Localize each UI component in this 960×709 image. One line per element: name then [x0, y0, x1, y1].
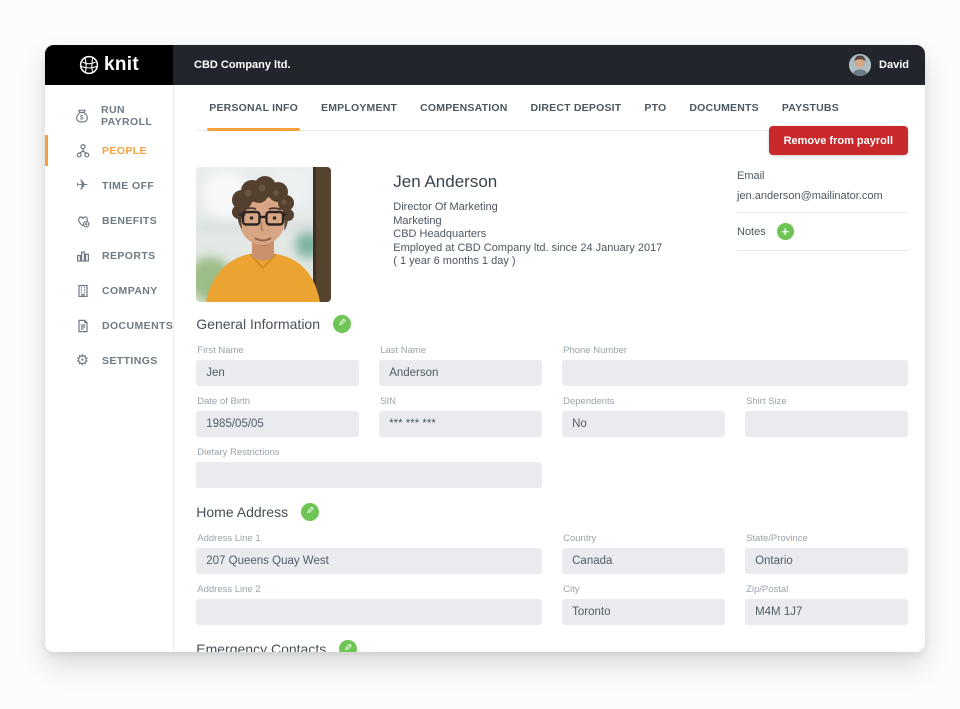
- airplane-icon: ✈: [76, 177, 89, 194]
- heart-plus-icon: [74, 212, 91, 229]
- field-country: Country Canada: [562, 533, 726, 574]
- bar-chart-icon: [74, 247, 91, 264]
- sidebar-item-label: BENEFITS: [102, 214, 158, 227]
- dietary-restrictions-input[interactable]: [196, 462, 543, 488]
- field-dietary-restrictions: Dietary Restrictions: [196, 447, 543, 488]
- edit-home-address-icon[interactable]: [301, 503, 320, 521]
- tab-documents[interactable]: DOCUMENTS: [689, 101, 759, 114]
- logo-wordmark: knit: [104, 54, 139, 75]
- sidebar-item-company[interactable]: COMPANY: [45, 273, 173, 308]
- employee-job-title: Director Of Marketing: [393, 201, 498, 213]
- knit-logo-icon: [79, 55, 99, 75]
- field-date-of-birth: Date of Birth 1985/05/05: [196, 396, 360, 437]
- zip-postal-input[interactable]: M4M 1J7: [745, 599, 908, 625]
- user-menu[interactable]: David: [849, 54, 909, 76]
- sidebar-item-time-off[interactable]: ✈ TIME OFF: [45, 168, 173, 203]
- add-note-icon[interactable]: [776, 223, 794, 240]
- field-phone-number: Phone Number: [562, 345, 908, 386]
- tab-pto[interactable]: PTO: [644, 101, 667, 114]
- employee-photo: [196, 167, 332, 302]
- email-label: Email: [737, 170, 765, 182]
- user-avatar: [849, 54, 872, 76]
- field-city: City Toronto: [562, 584, 726, 625]
- field-address-line-1: Address Line 1 207 Queens Quay West: [196, 533, 543, 574]
- profile-tabs: PERSONAL INFO EMPLOYMENT COMPENSATION DI…: [196, 85, 908, 131]
- sidebar-item-run-payroll[interactable]: $ RUN PAYROLL: [45, 98, 173, 133]
- sidebar-item-label: SETTINGS: [102, 354, 158, 367]
- sin-input[interactable]: *** *** ***: [379, 411, 543, 437]
- field-sin: SIN *** *** ***: [379, 396, 543, 437]
- notes-label: Notes: [737, 225, 766, 238]
- edit-general-info-icon[interactable]: [333, 315, 351, 333]
- email-value: jen.anderson@mailinator.com: [737, 190, 883, 202]
- company-name: CBD Company ltd.: [194, 59, 291, 71]
- phone-number-input[interactable]: [562, 360, 908, 386]
- field-shirt-size: Shirt Size: [745, 396, 908, 437]
- tab-employment[interactable]: EMPLOYMENT: [321, 101, 398, 114]
- field-last-name: Last Name Anderson: [379, 345, 543, 386]
- sidebar-item-reports[interactable]: REPORTS: [45, 238, 173, 273]
- home-address-title: Home Address: [196, 504, 289, 520]
- tab-paystubs[interactable]: PAYSTUBS: [781, 101, 839, 114]
- document-icon: [74, 317, 91, 334]
- field-first-name: First Name Jen: [196, 345, 360, 386]
- shirt-size-input[interactable]: [745, 411, 908, 437]
- field-address-line-2: Address Line 2: [196, 584, 543, 625]
- money-bag-icon: $: [74, 107, 90, 124]
- city-input[interactable]: Toronto: [562, 599, 726, 625]
- dependents-input[interactable]: No: [562, 411, 726, 437]
- sidebar-item-label: REPORTS: [102, 249, 156, 262]
- field-dependents: Dependents No: [562, 396, 726, 437]
- sidebar-item-label: DOCUMENTS: [102, 319, 174, 332]
- field-state-province: State/Province Ontario: [745, 533, 908, 574]
- main-content: PERSONAL INFO EMPLOYMENT COMPENSATION DI…: [174, 85, 925, 652]
- svg-text:$: $: [80, 114, 84, 121]
- state-province-input[interactable]: Ontario: [745, 548, 908, 574]
- last-name-input[interactable]: Anderson: [379, 360, 543, 386]
- tab-direct-deposit[interactable]: DIRECT DEPOSIT: [530, 101, 622, 114]
- knit-logo[interactable]: knit: [45, 45, 173, 85]
- employee-location: CBD Headquarters: [393, 228, 487, 240]
- divider: [737, 212, 908, 213]
- sidebar-item-people[interactable]: PEOPLE: [45, 133, 173, 168]
- sidebar-item-settings[interactable]: ⚙ SETTINGS: [45, 343, 173, 378]
- user-name: David: [879, 59, 909, 71]
- address-line-1-input[interactable]: 207 Queens Quay West: [196, 548, 543, 574]
- tab-personal-info[interactable]: PERSONAL INFO: [207, 85, 300, 131]
- home-address-form: Address Line 1 207 Queens Quay West Coun…: [196, 533, 908, 625]
- sidebar-item-label: TIME OFF: [102, 179, 155, 192]
- divider: [737, 250, 908, 251]
- employee-tenure: ( 1 year 6 months 1 day ): [393, 255, 516, 267]
- first-name-input[interactable]: Jen: [196, 360, 360, 386]
- general-info-form: First Name Jen Last Name Anderson Phone …: [196, 345, 908, 488]
- top-bar: knit CBD Company ltd. David: [45, 45, 925, 85]
- building-icon: [74, 282, 91, 299]
- tab-compensation[interactable]: COMPENSATION: [420, 101, 508, 114]
- sidebar: $ RUN PAYROLL PEOPLE ✈ TIME: [45, 85, 175, 652]
- remove-from-payroll-button[interactable]: Remove from payroll: [768, 126, 908, 155]
- date-of-birth-input[interactable]: 1985/05/05: [196, 411, 360, 437]
- general-info-title: General Information: [196, 316, 320, 332]
- field-zip-postal: Zip/Postal M4M 1J7: [745, 584, 908, 625]
- country-input[interactable]: Canada: [562, 548, 726, 574]
- address-line-2-input[interactable]: [196, 599, 543, 625]
- emergency-contacts-title: Emergency Contacts: [196, 641, 327, 652]
- sidebar-item-label: PEOPLE: [102, 144, 147, 157]
- sidebar-item-label: RUN PAYROLL: [101, 103, 153, 128]
- sidebar-item-documents[interactable]: DOCUMENTS: [45, 308, 173, 343]
- employee-name: Jen Anderson: [393, 172, 498, 191]
- sidebar-item-benefits[interactable]: BENEFITS: [45, 203, 173, 238]
- employee-department: Marketing: [393, 214, 442, 227]
- app-window: knit CBD Company ltd. David: [45, 45, 925, 652]
- org-chart-icon: [74, 142, 91, 159]
- employee-employment: Employed at CBD Company ltd. since 24 Ja…: [393, 241, 663, 254]
- sidebar-item-label: COMPANY: [102, 284, 158, 297]
- edit-emergency-contacts-icon[interactable]: [339, 640, 358, 652]
- gear-icon: ⚙: [75, 352, 90, 369]
